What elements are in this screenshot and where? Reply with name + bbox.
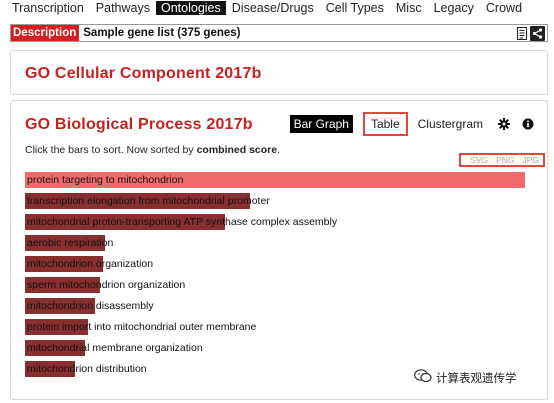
bar-label: mitochondrial membrane organization xyxy=(27,342,203,354)
bar-label: mitochondrial proton-transporting ATP sy… xyxy=(27,216,338,228)
bar[interactable] xyxy=(25,319,88,335)
document-icon[interactable] xyxy=(514,26,529,41)
export-jpg-link[interactable]: JPG xyxy=(522,155,539,165)
cellular-component-title[interactable]: GO Cellular Component 2017b xyxy=(25,65,262,82)
bar-label: mitochondrion distribution xyxy=(27,363,147,375)
bar[interactable] xyxy=(25,298,95,314)
top-nav: Transcription Pathways Ontologies Diseas… xyxy=(0,0,554,16)
bar-label: transcription elongation from mitochondr… xyxy=(27,195,270,207)
bar-label: protein targeting to mitochondrion xyxy=(27,174,184,186)
nav-item-cell-types[interactable]: Cell Types xyxy=(325,1,384,15)
nav-item-pathways[interactable]: Pathways xyxy=(95,1,150,15)
bar[interactable] xyxy=(25,277,100,293)
sort-key: combined score xyxy=(196,144,278,156)
bar-row[interactable]: protein targeting to mitochondrion xyxy=(25,170,525,191)
bar[interactable] xyxy=(25,214,225,230)
export-options: SVG PNG JPG xyxy=(459,153,545,167)
bar[interactable] xyxy=(25,361,75,377)
description-field[interactable] xyxy=(79,25,514,41)
bar-row[interactable]: mitochondrial proton-transporting ATP sy… xyxy=(25,212,525,233)
export-svg-link[interactable]: SVG xyxy=(470,155,489,165)
bar[interactable] xyxy=(25,235,105,251)
bar-row[interactable]: sperm mitochondrion organization xyxy=(25,275,525,296)
nav-item-crowd[interactable]: Crowd xyxy=(485,1,523,15)
bar-label: protein import into mitochondrial outer … xyxy=(27,321,257,333)
sort-note: Click the bars to sort. Now sorted by co… xyxy=(25,144,280,156)
bar-label: mitochondrion organization xyxy=(27,258,154,270)
tab-clustergram[interactable]: Clustergram xyxy=(417,117,483,131)
bar[interactable] xyxy=(25,172,525,188)
bar-row[interactable]: mitochondrial membrane organization xyxy=(25,338,525,359)
cellular-component-panel[interactable]: GO Cellular Component 2017b xyxy=(10,50,548,95)
nav-item-legacy[interactable]: Legacy xyxy=(433,1,474,15)
bar[interactable] xyxy=(25,193,250,209)
bar-row[interactable]: transcription elongation from mitochondr… xyxy=(25,191,525,212)
bar[interactable] xyxy=(25,340,85,356)
wechat-icon xyxy=(414,369,432,386)
biological-process-title[interactable]: GO Biological Process 2017b xyxy=(25,116,253,133)
bar-label: sperm mitochondrion organization xyxy=(27,279,186,291)
description-label: Description xyxy=(11,25,80,41)
bar-row[interactable]: mitochondrion disassembly xyxy=(25,296,525,317)
description-actions xyxy=(514,25,547,41)
nav-item-transcription[interactable]: Transcription xyxy=(12,1,84,15)
bar-label: aerobic respiration xyxy=(27,237,114,249)
tab-table[interactable]: Table xyxy=(362,112,408,136)
watermark-text: 计算表观遗传学 xyxy=(436,372,517,385)
view-tabs: Bar Graph Table Clustergram xyxy=(280,111,535,137)
description-bar: Description xyxy=(10,24,548,42)
bar-label: mitochondrion disassembly xyxy=(27,300,154,312)
bar-graph: protein targeting to mitochondrion transc… xyxy=(25,170,525,380)
info-icon[interactable] xyxy=(521,117,535,131)
sort-note-suffix: . xyxy=(277,144,281,156)
bar-row[interactable]: mitochondrion organization xyxy=(25,254,525,275)
export-png-link[interactable]: PNG xyxy=(496,155,515,165)
bar-row[interactable]: aerobic respiration xyxy=(25,233,525,254)
sort-note-prefix: Click the bars to sort. Now sorted by xyxy=(25,144,194,156)
tab-bar-graph[interactable]: Bar Graph xyxy=(289,115,353,133)
watermark: 计算表观遗传学 xyxy=(414,369,517,386)
gear-icon[interactable] xyxy=(497,117,511,131)
bar-row[interactable]: protein import into mitochondrial outer … xyxy=(25,317,525,338)
biological-process-panel: GO Biological Process 2017b Bar Graph Ta… xyxy=(10,100,548,400)
nav-item-disease-drugs[interactable]: Disease/Drugs xyxy=(231,1,314,15)
bar[interactable] xyxy=(25,256,103,272)
nav-item-ontologies[interactable]: Ontologies xyxy=(156,1,226,15)
bar-row[interactable]: mitochondrion distribution xyxy=(25,359,525,380)
nav-item-misc[interactable]: Misc xyxy=(395,1,422,15)
share-icon[interactable] xyxy=(530,25,545,41)
